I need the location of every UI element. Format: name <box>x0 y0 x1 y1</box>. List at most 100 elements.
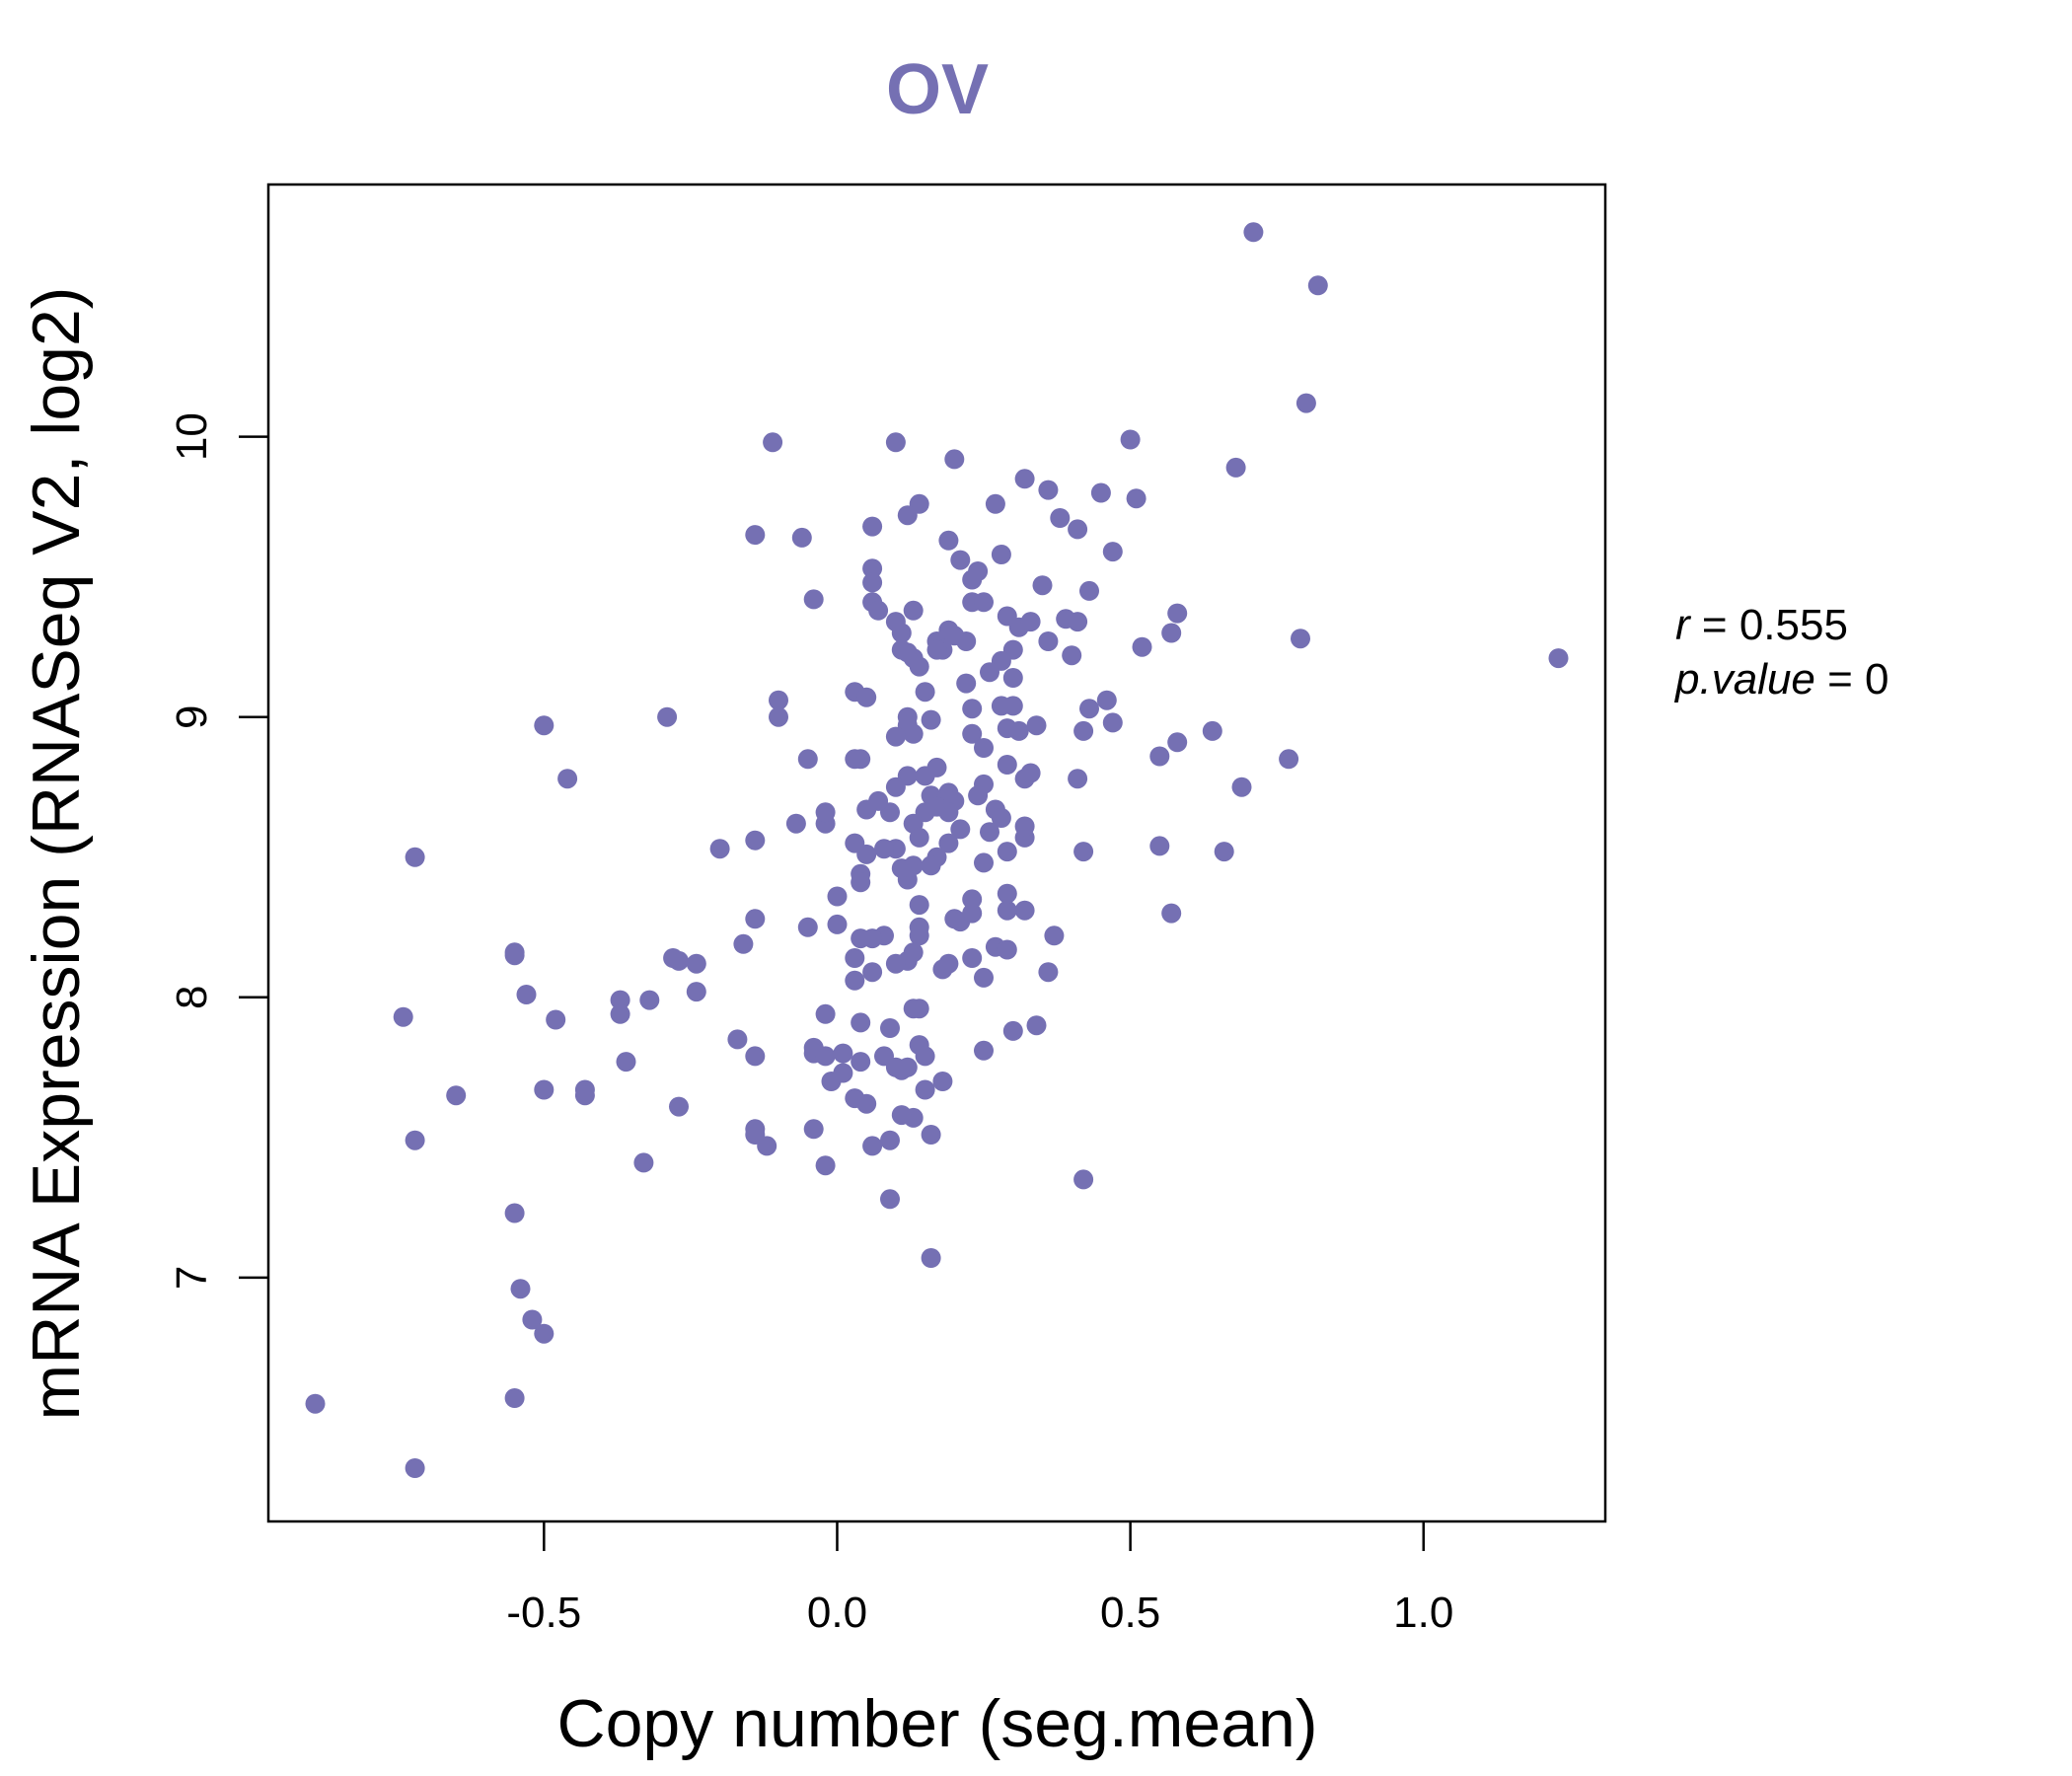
data-point-228 <box>1038 962 1058 982</box>
data-point-2 <box>1296 394 1316 413</box>
data-point-57 <box>892 640 912 660</box>
data-point-7 <box>1038 481 1058 500</box>
data-point-48 <box>1291 629 1310 648</box>
data-point-69 <box>769 707 788 727</box>
data-point-169 <box>828 887 848 907</box>
data-point-231 <box>922 1125 941 1145</box>
data-point-58 <box>910 657 929 677</box>
data-point-74 <box>904 724 924 744</box>
data-point-119 <box>406 848 425 867</box>
data-point-76 <box>886 727 906 747</box>
data-point-16 <box>745 525 765 545</box>
x-axis-title: Copy number (seg.mean) <box>556 1686 1317 1761</box>
data-point-4 <box>1226 458 1246 478</box>
data-point-45 <box>1167 604 1187 624</box>
data-point-240 <box>505 1204 525 1223</box>
data-point-5 <box>1127 488 1147 508</box>
data-point-239 <box>1073 1169 1093 1189</box>
data-point-208 <box>856 1094 876 1114</box>
data-point-42 <box>1068 612 1087 631</box>
data-point-184 <box>394 1007 413 1027</box>
data-point-204 <box>833 1064 852 1083</box>
data-point-167 <box>862 962 882 982</box>
data-point-226 <box>1003 1021 1023 1041</box>
y-tick-label: 9 <box>168 704 216 728</box>
data-point-91 <box>1149 747 1169 767</box>
data-point-117 <box>798 749 818 769</box>
x-tick-label: -0.5 <box>506 1589 581 1637</box>
data-point-33 <box>904 601 924 621</box>
data-point-47 <box>1133 637 1152 657</box>
p-value-stat: p.value = 0 <box>1673 655 1889 703</box>
data-point-15 <box>763 432 782 452</box>
data-point-194 <box>745 1046 765 1066</box>
data-point-127 <box>980 822 999 842</box>
data-point-145 <box>1073 842 1093 861</box>
data-point-170 <box>828 915 848 934</box>
data-point-9 <box>986 494 1005 514</box>
data-point-64 <box>956 674 976 694</box>
data-point-186 <box>406 1131 425 1150</box>
y-axis: 78910 <box>168 412 268 1290</box>
data-point-53 <box>956 631 976 651</box>
data-point-201 <box>816 1046 836 1066</box>
data-point-131 <box>922 855 941 875</box>
correlation-stat: r = 0.555 <box>1675 601 1848 649</box>
data-point-223 <box>974 968 994 988</box>
data-point-62 <box>980 662 999 682</box>
data-point-189 <box>575 1085 595 1105</box>
data-point-173 <box>733 934 753 954</box>
data-point-156 <box>944 909 964 928</box>
data-point-1 <box>1308 275 1328 295</box>
data-point-23 <box>992 545 1011 564</box>
data-point-230 <box>932 1072 952 1091</box>
data-point-179 <box>611 1004 630 1024</box>
data-point-245 <box>306 1394 326 1414</box>
data-point-30 <box>804 589 824 609</box>
data-point-190 <box>617 1052 636 1072</box>
data-point-29 <box>862 572 882 592</box>
data-point-124 <box>816 802 836 822</box>
data-point-168 <box>845 971 864 991</box>
y-tick-label: 7 <box>168 1266 216 1290</box>
r-value: 0.555 <box>1739 601 1848 649</box>
data-point-235 <box>804 1119 824 1139</box>
data-point-247 <box>663 948 683 968</box>
y-axis-title: mRNA Expression (RNASeq V2, log2) <box>19 287 94 1421</box>
data-point-11 <box>886 432 906 452</box>
p-label: p.value <box>1673 655 1815 703</box>
data-point-43 <box>1038 631 1058 651</box>
data-point-229 <box>974 1041 994 1061</box>
data-point-32 <box>868 601 888 621</box>
data-point-20 <box>1103 542 1123 561</box>
data-point-140 <box>845 834 864 853</box>
data-point-94 <box>1068 769 1087 788</box>
y-tick-label: 10 <box>168 412 216 461</box>
data-point-213 <box>898 1058 918 1077</box>
data-point-71 <box>534 715 554 735</box>
data-point-82 <box>1027 715 1047 735</box>
data-point-181 <box>517 985 537 1004</box>
data-point-225 <box>998 940 1017 960</box>
data-point-206 <box>851 1012 870 1032</box>
data-point-104 <box>886 777 906 797</box>
data-point-162 <box>886 954 906 974</box>
points-layer <box>306 222 1569 1478</box>
data-point-97 <box>998 755 1017 775</box>
data-point-171 <box>798 918 818 937</box>
data-point-146 <box>1149 836 1169 855</box>
data-point-22 <box>950 551 970 570</box>
data-point-219 <box>904 999 924 1018</box>
data-point-144 <box>974 852 994 872</box>
data-point-246 <box>406 1458 425 1478</box>
data-point-121 <box>745 831 765 851</box>
data-point-40 <box>1021 612 1041 631</box>
data-point-77 <box>962 699 982 718</box>
data-point-177 <box>639 991 659 1010</box>
data-point-65 <box>916 682 935 702</box>
data-point-89 <box>1167 732 1187 752</box>
data-point-49 <box>1549 648 1569 668</box>
data-point-143 <box>998 842 1017 861</box>
data-point-210 <box>880 1018 900 1038</box>
data-point-70 <box>657 707 677 727</box>
